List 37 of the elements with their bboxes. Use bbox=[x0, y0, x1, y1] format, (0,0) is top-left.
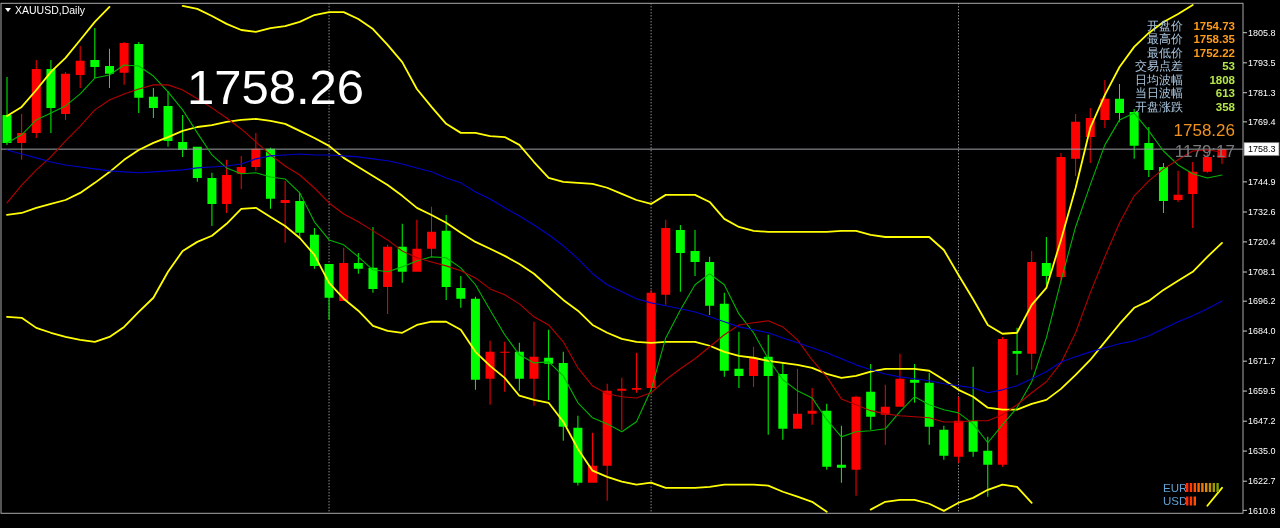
y-tick-label: 1684.0 bbox=[1248, 326, 1276, 337]
annotation: USD bbox=[1163, 495, 1188, 507]
y-tick-label: 1744.9 bbox=[1248, 177, 1276, 188]
y-tick-label: 1647.2 bbox=[1248, 416, 1276, 427]
y-tick-label: 1708.1 bbox=[1248, 267, 1276, 278]
annotation: 1752.22 bbox=[1193, 46, 1235, 59]
annotation: 1758.26 bbox=[1173, 121, 1235, 140]
annotation: 1754.73 bbox=[1193, 19, 1235, 32]
annotation: 1758.35 bbox=[1193, 33, 1236, 45]
y-tick-label: 1659.5 bbox=[1248, 386, 1276, 397]
y-tick-label: 1610.8 bbox=[1248, 505, 1276, 516]
annotation: 358 bbox=[1215, 100, 1236, 113]
y-tick-label: 1671.7 bbox=[1248, 356, 1276, 367]
y-tick-label: 1622.7 bbox=[1248, 476, 1276, 487]
y-tick-label: 1720.4 bbox=[1248, 237, 1276, 248]
annotation: 1758.26 bbox=[187, 60, 365, 114]
y-tick-label: 1635.0 bbox=[1248, 446, 1276, 457]
y-tick-label: 1696.2 bbox=[1248, 296, 1276, 307]
annotation: 交易点差 bbox=[1135, 59, 1183, 73]
annotation: 53 bbox=[1222, 60, 1235, 72]
y-tick-label: 1732.6 bbox=[1248, 207, 1276, 218]
annotation: EUR bbox=[1163, 481, 1188, 494]
price-label: 1758.3 bbox=[1243, 142, 1280, 157]
annotation: 开盘涨跌 bbox=[1135, 99, 1183, 114]
chart-title: XAUUSD,Daily bbox=[15, 4, 86, 16]
annotation: 当日波幅 bbox=[1135, 86, 1183, 100]
annotation: 最低价 bbox=[1147, 45, 1183, 60]
annotation: 1808 bbox=[1209, 73, 1236, 86]
y-tick-label: 1769.4 bbox=[1248, 117, 1276, 128]
annotation: 613 bbox=[1215, 87, 1235, 99]
annotation: 日均波幅 bbox=[1135, 72, 1183, 87]
y-tick-label: 1793.5 bbox=[1248, 57, 1276, 68]
annotation: 最高价 bbox=[1147, 32, 1183, 46]
ref-line-label: 1758.3 bbox=[1248, 144, 1276, 155]
y-tick-label: 1781.3 bbox=[1248, 87, 1276, 98]
y-tick-label: 1805.8 bbox=[1248, 27, 1276, 38]
annotation: 开盘价 bbox=[1147, 18, 1183, 33]
